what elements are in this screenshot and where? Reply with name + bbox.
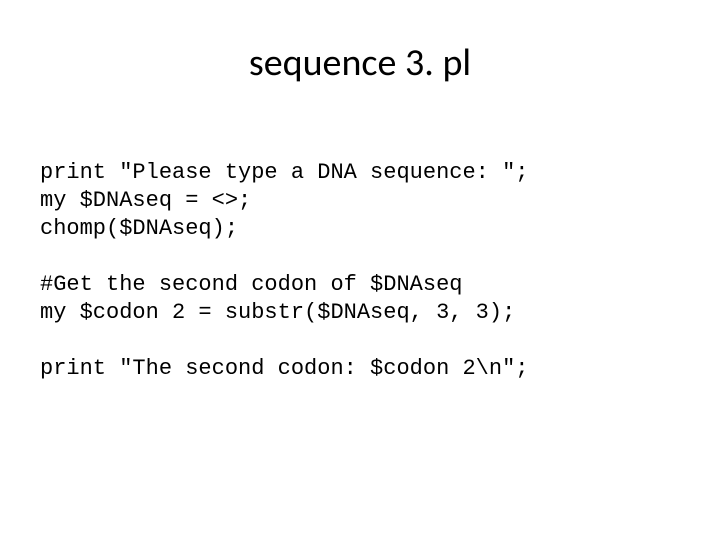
code-line: chomp($DNAseq);	[40, 216, 238, 241]
slide-title: sequence 3. pl	[40, 40, 680, 86]
code-block: print "Please type a DNA sequence: "; my…	[40, 131, 680, 411]
code-line: #Get the second codon of $DNAseq	[40, 272, 462, 297]
code-line: my $DNAseq = <>;	[40, 188, 251, 213]
code-line: print "Please type a DNA sequence: ";	[40, 160, 528, 185]
code-line: my $codon 2 = substr($DNAseq, 3, 3);	[40, 300, 515, 325]
code-line: print "The second codon: $codon 2\n";	[40, 356, 528, 381]
slide-container: sequence 3. pl print "Please type a DNA …	[0, 0, 720, 540]
